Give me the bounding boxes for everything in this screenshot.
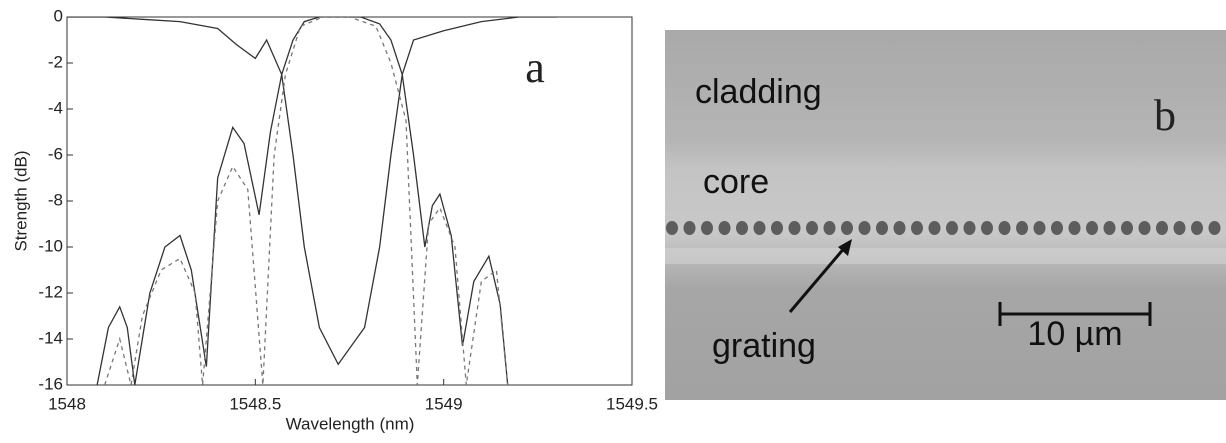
grating-dot <box>771 221 783 235</box>
series-line <box>67 17 557 366</box>
x-tick-label: 1548.5 <box>229 394 281 413</box>
grating-dot <box>736 221 748 235</box>
grating-dot <box>981 221 993 235</box>
grating-dot <box>1016 221 1028 235</box>
grating-dot <box>928 221 941 235</box>
y-tick-label: -10 <box>38 236 63 255</box>
grating-dot <box>858 221 871 235</box>
label: core <box>703 163 769 201</box>
panel-label: b <box>1154 91 1176 140</box>
arrow <box>788 245 848 313</box>
y-tick-label: -8 <box>48 190 63 209</box>
grating-dot <box>1103 221 1116 235</box>
grating-dot <box>963 221 976 235</box>
grating-dot <box>1068 221 1081 235</box>
grating-dot <box>666 221 678 235</box>
grating-dot <box>1051 221 1063 235</box>
grating-dot <box>823 221 836 235</box>
grating-dot <box>683 221 696 235</box>
y-tick-label: -2 <box>48 52 63 71</box>
y-tick-label: 0 <box>54 6 63 25</box>
grating-dot <box>1191 221 1203 235</box>
y-tick-label: -4 <box>48 98 63 117</box>
grating-dot <box>1033 221 1046 235</box>
x-tick-label: 1548 <box>48 394 86 413</box>
core-band <box>665 248 1226 264</box>
grating-dot <box>1156 221 1168 235</box>
label: grating <box>712 327 816 365</box>
plot-frame <box>66 16 633 386</box>
y-tick-label: -6 <box>48 144 63 163</box>
y-axis-label: Strength (dB) <box>11 150 30 251</box>
x-tick-label: 1549 <box>425 394 463 413</box>
label: cladding <box>695 73 822 111</box>
panel-label: a <box>525 43 545 92</box>
series-line <box>104 17 509 385</box>
grating-dot <box>806 221 818 235</box>
y-tick-label: -14 <box>38 328 63 347</box>
x-axis-label: Wavelength (nm) <box>286 414 415 433</box>
grating-dot <box>841 221 853 235</box>
grating-dot <box>998 221 1011 235</box>
grating-dot <box>753 221 766 235</box>
grating-dot <box>911 221 923 235</box>
grating-dot <box>1173 221 1186 235</box>
x-tick-label: 1549.5 <box>606 394 658 413</box>
y-tick-label: -12 <box>38 282 63 301</box>
grating-dot <box>701 221 713 235</box>
grating-dot <box>876 221 888 235</box>
grating-dot <box>788 221 801 235</box>
grating-dot <box>1208 221 1221 235</box>
y-tick-label: -16 <box>38 374 63 393</box>
arrowhead <box>838 239 852 256</box>
grating-dot <box>718 221 731 235</box>
scale-label: 10 µm <box>1027 315 1122 353</box>
grating-dot <box>946 221 958 235</box>
grating-dot <box>1086 221 1098 235</box>
grating-dot <box>1121 221 1133 235</box>
micrograph <box>665 30 1226 400</box>
grating-dot <box>1138 221 1151 235</box>
grating-dot <box>893 221 906 235</box>
